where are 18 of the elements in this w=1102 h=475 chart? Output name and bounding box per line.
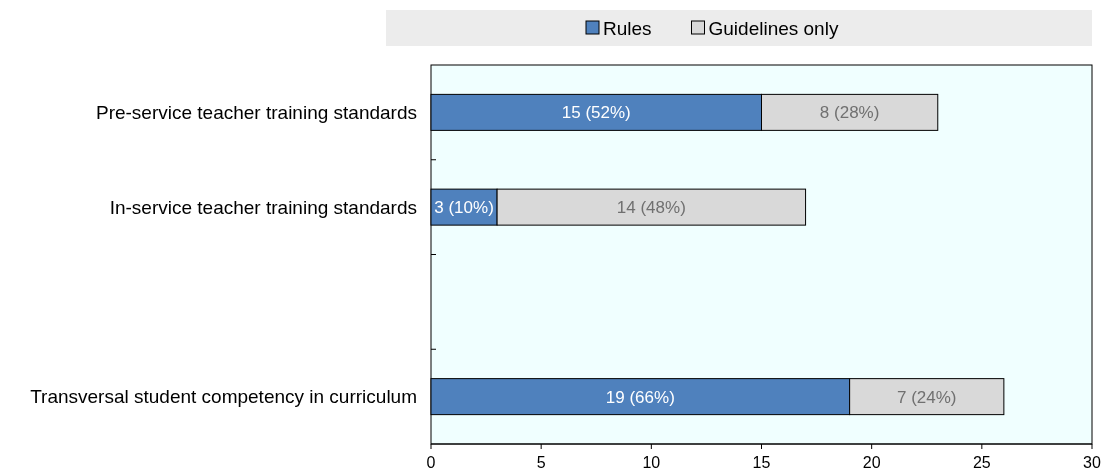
y-tick-label: Pre-service teacher training standards — [95, 102, 417, 124]
data-label: 15 (52%) — [561, 103, 631, 123]
legend-label: Guidelines only — [708, 17, 839, 39]
x-tick-label: 25 — [972, 453, 991, 471]
data-label: 8 (28%) — [819, 103, 880, 123]
legend-label: Rules — [603, 17, 652, 39]
x-tick-label: 20 — [862, 453, 881, 471]
x-tick-label: 10 — [642, 453, 661, 471]
x-tick-label: 30 — [1083, 453, 1101, 471]
y-tick-label: In-service teacher training standards — [109, 196, 417, 218]
data-label: 19 (66%) — [605, 387, 675, 407]
data-label: 14 (48%) — [616, 198, 686, 218]
data-label: 3 (10%) — [434, 198, 494, 218]
x-tick-label: 15 — [752, 453, 771, 471]
data-label: 7 (24%) — [896, 387, 957, 407]
x-tick-label: 5 — [536, 453, 546, 471]
y-tick-label: Transversal student competency in curriculum — [30, 386, 417, 408]
x-tick-label: 0 — [426, 453, 436, 471]
